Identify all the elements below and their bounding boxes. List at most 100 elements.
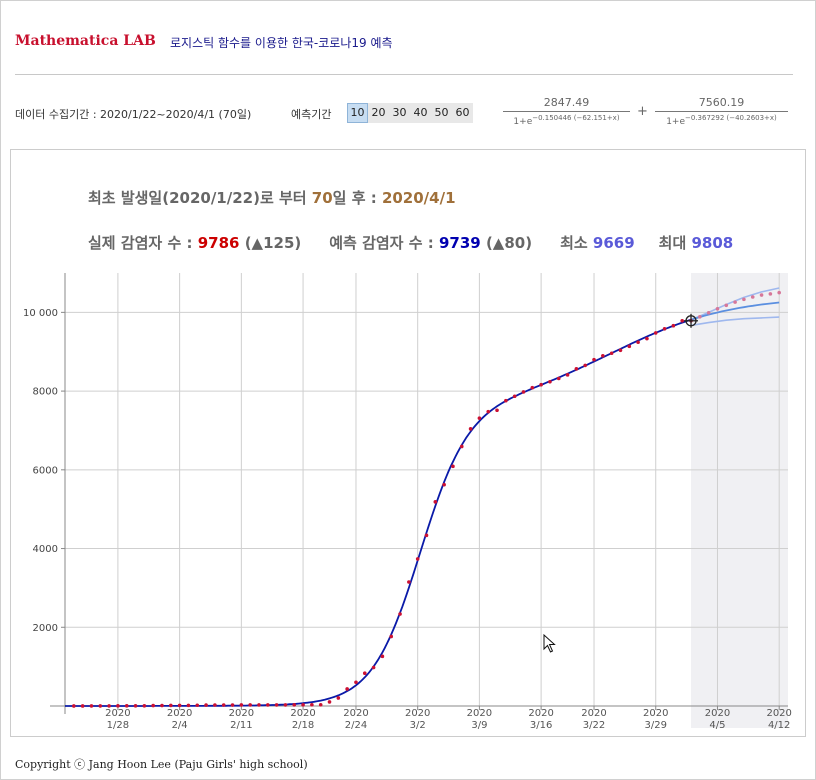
actual-case-point — [239, 703, 244, 707]
actual-case-point — [221, 703, 226, 707]
actual-case-point — [495, 408, 499, 413]
x-tick-date-label: 3/29 — [645, 720, 667, 731]
formula-term-2: 7560.19 1+e−0.367292 (−40.2603+x) — [655, 96, 788, 127]
forecast-point — [698, 314, 702, 319]
actual-case-point — [548, 380, 552, 384]
forecast-point — [733, 300, 737, 304]
forecast-point — [742, 297, 746, 302]
min-cases: 9669 — [592, 234, 635, 252]
actual-case-point — [380, 654, 385, 659]
actual-case-point — [451, 464, 455, 469]
elapsed-days: 70 — [311, 189, 333, 207]
x-tick-date-label: 1/28 — [107, 720, 129, 731]
selected-date: 2020/4/1 — [381, 189, 456, 207]
x-tick-year-label: 2020 — [643, 708, 668, 719]
actual-case-point — [124, 704, 129, 708]
actual-case-point — [565, 373, 570, 377]
fraction-bar — [655, 111, 788, 112]
actual-case-point — [486, 409, 491, 414]
forecast-point — [768, 292, 773, 296]
actual-label: 실제 감염자 수 : — [88, 234, 198, 252]
x-tick-date-label: 4/12 — [768, 720, 790, 731]
fraction-bar — [503, 111, 630, 112]
denominator-base: 1+e — [666, 117, 686, 127]
actual-case-point — [371, 665, 376, 670]
x-tick-date-label: 3/2 — [410, 720, 426, 731]
actual-case-point — [80, 704, 85, 708]
max-label: 최대 — [658, 234, 692, 252]
actual-case-point — [257, 703, 261, 707]
actual-case-point — [310, 702, 314, 707]
actual-case-point — [107, 704, 111, 708]
actual-case-point — [653, 331, 658, 335]
forecast-option-10[interactable]: 10 — [347, 103, 368, 123]
forecast-point — [759, 293, 764, 297]
x-tick-year-label: 2020 — [705, 708, 730, 719]
actual-case-point — [292, 703, 297, 707]
forecast-option-20[interactable]: 20 — [368, 103, 389, 123]
actual-case-point — [433, 500, 438, 504]
predicted-cases: 9739 — [438, 234, 481, 252]
x-tick-year-label: 2020 — [290, 708, 315, 719]
actual-case-point — [72, 704, 76, 708]
actual-case-point — [301, 703, 305, 707]
mouse-pointer-icon — [543, 634, 556, 653]
actual-case-point — [504, 398, 508, 403]
actual-case-point — [468, 427, 473, 431]
actual-case-point — [539, 382, 543, 387]
actual-case-point — [415, 557, 420, 561]
max-cases: 9808 — [691, 234, 734, 252]
forecast-period-selector: 10 20 30 40 50 60 — [347, 103, 473, 123]
actual-delta: (▲125) — [244, 234, 302, 252]
formula-term-1-denominator: 1+e−0.150446 (−62.151+x) — [513, 112, 619, 127]
actual-case-point — [680, 318, 684, 323]
actual-case-point — [151, 703, 155, 708]
forecast-option-50[interactable]: 50 — [431, 103, 452, 123]
forecast-option-60[interactable]: 60 — [452, 103, 473, 123]
actual-case-point — [98, 704, 103, 708]
forecast-region — [691, 273, 788, 728]
case-count-line: 실제 감염자 수 : 9786 (▲125) 예측 감염자 수 : 9739 (▲… — [88, 232, 733, 253]
forecast-option-30[interactable]: 30 — [389, 103, 410, 123]
formula-term-1-numerator: 2847.49 — [543, 96, 590, 109]
x-tick-year-label: 2020 — [766, 708, 791, 719]
forecast-option-40[interactable]: 40 — [410, 103, 431, 123]
x-tick-date-label: 4/5 — [709, 720, 725, 731]
actual-case-point — [213, 703, 217, 707]
actual-case-point — [265, 703, 270, 707]
formula-term-2-numerator: 7560.19 — [698, 96, 745, 109]
predicted-delta: (▲80) — [485, 234, 533, 252]
formula-plus: + — [637, 104, 648, 119]
x-tick-year-label: 2020 — [167, 708, 192, 719]
x-tick-year-label: 2020 — [405, 708, 430, 719]
actual-case-point — [318, 702, 323, 707]
actual-case-point — [177, 703, 182, 708]
actual-case-point — [195, 703, 200, 708]
x-tick-date-label: 3/9 — [471, 720, 487, 731]
actual-case-point — [116, 704, 120, 708]
x-tick-date-label: 2/11 — [230, 720, 252, 731]
x-tick-year-label: 2020 — [343, 708, 368, 719]
denominator-base: 1+e — [513, 117, 533, 127]
actual-case-point — [424, 533, 429, 538]
actual-case-point — [389, 634, 394, 639]
actual-case-point — [592, 357, 596, 362]
actual-case-point — [169, 703, 173, 708]
actual-case-point — [636, 340, 640, 345]
forecast-point — [750, 295, 755, 299]
actual-case-point — [442, 482, 446, 487]
y-tick-label: 4000 — [33, 544, 58, 555]
actual-case-point — [609, 351, 614, 356]
actual-case-point — [530, 385, 535, 390]
elapsed-days-line: 최초 발생일(2020/1/22)로 부터 70일 후 : 2020/4/1 — [88, 187, 456, 208]
actual-case-point — [230, 703, 235, 707]
fitted-logistic-line — [65, 318, 692, 707]
denominator-exponent: −0.150446 (−62.151+x) — [532, 114, 620, 122]
header-divider — [15, 74, 793, 75]
forecast-lower-bound — [690, 316, 780, 327]
x-tick-date-label: 3/16 — [530, 720, 552, 731]
forecast-point — [777, 290, 781, 295]
actual-case-point — [583, 363, 588, 368]
formula-term-2-denominator: 1+e−0.367292 (−40.2603+x) — [666, 112, 777, 127]
